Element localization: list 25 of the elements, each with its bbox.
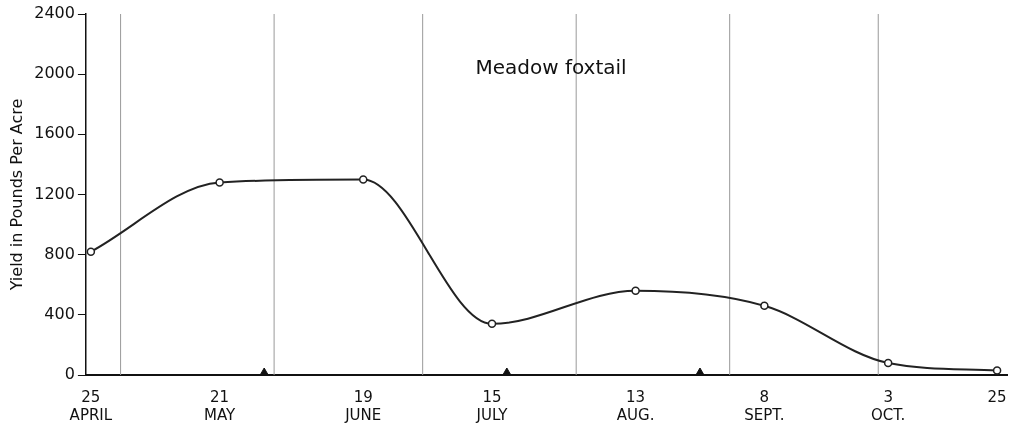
point [86,247,96,256]
y-tick-label: 0 [64,364,75,384]
y-tick-label: 1600 [34,123,75,143]
y-tick-label: 1200 [34,183,75,203]
text: Meadow foxtail [475,55,627,79]
x-tick-label: 21 MAY [204,387,237,424]
x-tick-label: 3 OCT. [870,387,906,424]
point [358,175,368,184]
point [760,301,769,311]
point [487,319,497,329]
x-tick-label: 25 APRIL [69,387,113,424]
point [992,366,1002,375]
x-tick-label: 19 JUNE [344,387,382,424]
y-axis-title: Yield in Pounds Per Acre [6,98,26,292]
y-tick-label: 2000 [34,63,75,83]
point [883,358,893,368]
point [631,286,640,296]
y-tick-label: 400 [44,303,75,323]
x-tick-label: 8 SEPT. [744,387,785,424]
x-tick-label: 13 AUG. [616,387,655,424]
y-tick-label: 800 [44,243,75,263]
x-tick-label: 25 [987,387,1007,406]
x-tick-label: 15 JULY [475,387,509,424]
y-tick-label: 2400 [34,3,75,23]
point [215,178,224,187]
